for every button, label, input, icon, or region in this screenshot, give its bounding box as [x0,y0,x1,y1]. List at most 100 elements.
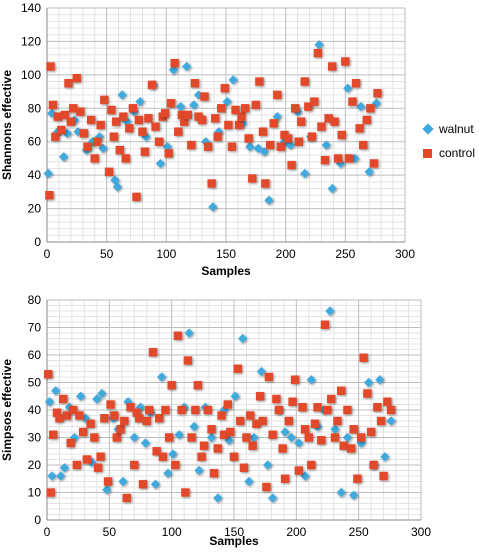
control-point [177,110,187,120]
control-point [173,331,183,340]
control-point [246,411,255,420]
control-point [203,405,213,415]
control-point [224,120,233,130]
control-point [187,433,196,442]
control-point [79,129,89,138]
y-axis-title: Shannons effective [0,70,14,180]
control-point [330,117,339,126]
y-tick-label: 0 [34,235,41,249]
walnut-point [343,83,353,93]
control-point [62,411,72,420]
control-point [348,97,357,106]
control-point [307,132,317,141]
control-point [100,95,109,105]
walnut-point [102,485,112,495]
walnut-point [213,493,223,503]
control-point [274,405,284,415]
walnut-point [330,424,340,434]
control-point [328,62,337,71]
control-point [213,132,222,141]
control-point [166,99,176,108]
walnut-point [59,463,70,473]
y-tick-label: 0 [34,513,41,527]
walnut-point [300,168,310,179]
walnut-point [321,140,331,150]
x-tick-label: 100 [156,247,176,261]
control-point [258,127,268,136]
control-point [76,107,85,116]
control-point [213,444,222,453]
control-point [337,130,346,140]
y-tick-label: 40 [28,403,42,417]
control-point [290,375,300,384]
y-tick-label: 30 [28,431,42,445]
control-point [148,348,158,357]
walnut-point [222,97,232,107]
control-point [333,154,343,163]
control-point [269,119,278,128]
control-point [362,115,372,125]
control-point [369,460,378,470]
control-point [96,452,105,461]
walnut-point [194,465,204,476]
y-tick-label: 60 [28,348,42,362]
control-point [284,416,294,426]
control-point [200,92,209,101]
control-point [183,356,193,365]
shannon-scatter-chart: 0 50 100 150 200 250 300 0 20 40 60 80 100 120 140 Sa… [0,1,475,278]
control-point [248,174,257,183]
control-point [317,122,326,131]
control-point [258,416,267,426]
walnut-point [230,391,240,401]
y-tick-label: 140 [21,1,41,15]
control-point [55,414,64,423]
walnut-point [112,182,123,192]
y-tick-label: 20 [28,202,42,216]
y-tick-label: 40 [28,168,42,182]
walnut-point [76,391,86,401]
control-point [234,120,244,130]
control-point [386,405,396,415]
control-point [181,488,190,497]
control-point [82,455,92,464]
control-point [203,142,213,151]
x-tick-label: 150 [216,247,236,261]
control-point [171,460,180,470]
walnut-point [256,366,267,377]
control-point [103,477,113,486]
walnut-point [135,97,145,107]
control-point [147,80,157,90]
walnut-point [208,202,218,212]
walnut-point [117,90,127,100]
control-point [324,114,333,123]
control-point [304,102,313,111]
walnut-point [62,128,72,138]
data-points [43,40,382,212]
walnut-point [249,432,259,443]
simpson-scatter-chart: 0 50 100 150 200 250 300 0 10 20 30 40 50 60 70 80 Sam… [0,293,431,548]
walnut-point [150,479,161,489]
control-point [180,117,189,126]
data-points [44,306,396,503]
control-point [145,405,154,415]
control-point [164,149,173,158]
x-tick-label: 300 [411,525,431,539]
walnut-point [140,438,151,448]
control-point [244,134,253,143]
control-point [90,154,99,163]
x-axis-ticks: 0 50 100 150 200 250 300 [44,247,416,261]
control-point [160,109,170,118]
control-point [373,89,382,98]
control-point [276,142,286,151]
control-point [341,57,350,66]
y-tick-label: 80 [28,101,42,115]
control-point [262,482,271,492]
control-point [346,444,356,453]
walnut-point [184,328,194,338]
control-point [45,191,54,200]
control-point [75,411,84,420]
control-point [351,79,361,88]
control-point [49,430,58,439]
control-point [227,142,237,151]
